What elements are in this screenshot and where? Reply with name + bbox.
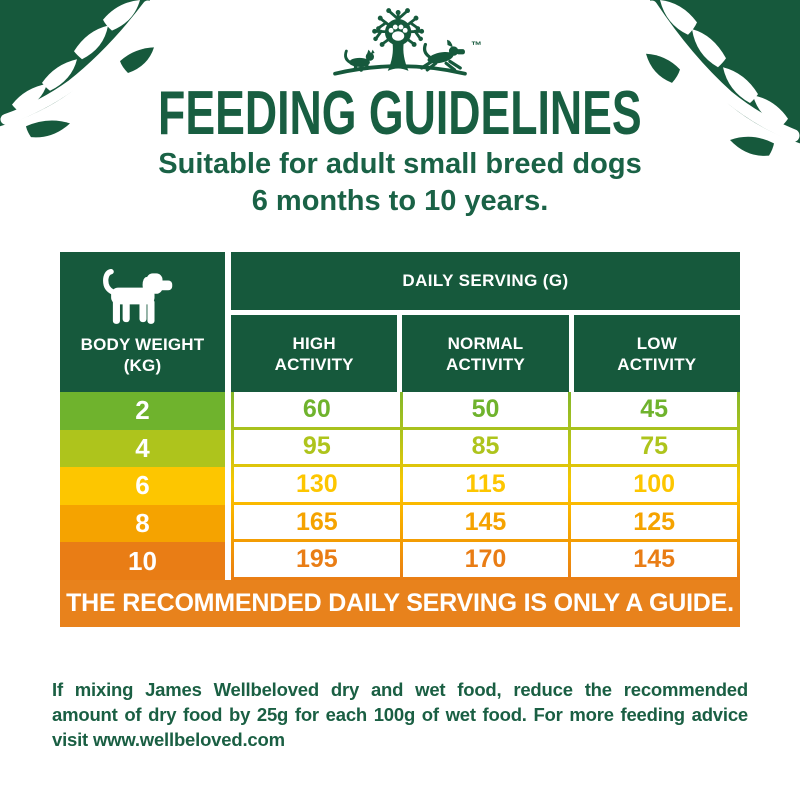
column-header-low-activity: LOW ACTIVITY [573, 315, 740, 392]
feeding-table: BODY WEIGHT (KG) DAILY SERVING (G) HIGH … [60, 252, 740, 627]
column-header-normal-activity: NORMAL ACTIVITY [402, 315, 569, 392]
serving-cell: 145 [571, 542, 737, 577]
serving-cell: 50 [402, 392, 569, 427]
body-weight-label: BODY WEIGHT [80, 334, 205, 354]
serving-cell: 75 [571, 429, 737, 465]
guide-note-text: THE RECOMMENDED DAILY SERVING IS ONLY A … [66, 589, 734, 617]
serving-cell: 145 [402, 504, 569, 540]
column-header-line: LOW [636, 333, 677, 353]
column-header-high-activity: HIGH ACTIVITY [231, 315, 398, 392]
serving-cell: 100 [571, 467, 737, 502]
body-weight-unit-label: (KG) [123, 355, 162, 375]
subtitle-line-1: Suitable for adult small breed dogs [158, 148, 642, 180]
guide-note-bar: THE RECOMMENDED DAILY SERVING IS ONLY A … [60, 580, 740, 627]
page-subtitle: Suitable for adult small breed dogs 6 mo… [0, 146, 800, 220]
serving-cell: 165 [234, 504, 400, 540]
subtitle-line-2: 6 months to 10 years. [251, 185, 549, 217]
column-header-line: ACTIVITY [274, 354, 354, 374]
table-body: 2 4 6 8 10 60 50 45 95 85 75 130 115 100… [60, 392, 740, 580]
serving-cell: 115 [402, 467, 569, 502]
trademark-symbol: ™ [471, 40, 482, 52]
weight-cell: 6 [60, 467, 225, 505]
column-header-line: ACTIVITY [617, 354, 697, 374]
column-header-line: HIGH [292, 333, 336, 353]
serving-cell: 195 [234, 542, 400, 577]
leaf-decoration-right-icon [642, 0, 800, 168]
weight-cell: 8 [60, 504, 225, 543]
column-header-line: ACTIVITY [445, 354, 526, 374]
weight-cell: 10 [60, 542, 225, 580]
mixing-advice-text: If mixing James Wellbeloved dry and wet … [52, 679, 748, 750]
brand-tree-pets-logo-icon: ™ [312, 4, 488, 84]
body-weight-column: 2 4 6 8 10 [60, 392, 225, 580]
serving-cell: 45 [571, 392, 737, 427]
body-weight-header-cell: BODY WEIGHT (KG) [60, 252, 225, 392]
column-header-line: NORMAL [447, 333, 524, 353]
serving-cell: 95 [234, 429, 400, 465]
leaf-decoration-left-icon [0, 0, 158, 148]
serving-grid: 60 50 45 95 85 75 130 115 100 165 145 12… [231, 392, 740, 580]
serving-cell: 170 [402, 542, 569, 577]
serving-cell: 130 [234, 467, 400, 502]
serving-cell: 125 [571, 504, 737, 540]
page-title: FEEDING GUIDELINES [158, 79, 642, 148]
table-header: BODY WEIGHT (KG) DAILY SERVING (G) HIGH … [60, 252, 740, 392]
dog-icon [102, 268, 172, 324]
serving-cell: 85 [402, 429, 569, 465]
weight-cell: 2 [60, 392, 225, 430]
daily-serving-header: DAILY SERVING (G) [231, 252, 740, 310]
weight-cell: 4 [60, 429, 225, 468]
serving-cell: 60 [234, 392, 400, 427]
